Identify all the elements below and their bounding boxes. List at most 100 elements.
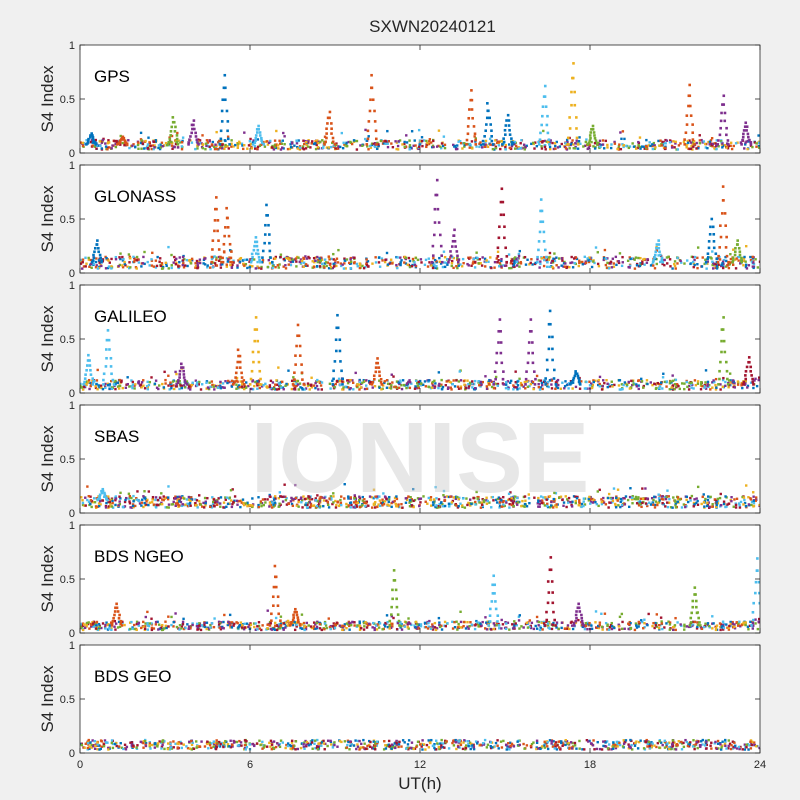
spike-point (226, 137, 230, 141)
data-points (80, 178, 760, 270)
data-point (474, 387, 477, 390)
spike-point (722, 316, 725, 319)
data-point (468, 498, 472, 501)
data-point (130, 379, 133, 382)
data-point (678, 498, 682, 501)
data-point (167, 267, 170, 270)
data-point (317, 141, 320, 145)
data-point (443, 504, 447, 508)
data-point (600, 388, 604, 391)
spike-point (548, 335, 551, 339)
data-point (361, 144, 364, 147)
spike-point (101, 487, 105, 491)
data-point (200, 383, 204, 386)
data-point (654, 621, 657, 625)
data-point (109, 498, 112, 502)
data-point (753, 141, 757, 144)
spike-point (268, 249, 272, 253)
data-point (127, 497, 130, 500)
data-point (246, 501, 249, 504)
data-point (116, 385, 120, 388)
data-point (405, 386, 408, 390)
data-point (751, 620, 754, 623)
data-point (186, 502, 189, 505)
data-point (740, 382, 743, 386)
data-point (80, 384, 82, 388)
data-point (744, 263, 748, 267)
data-point (92, 262, 95, 266)
data-point (571, 387, 574, 390)
data-point (409, 496, 412, 499)
data-point (272, 148, 276, 151)
data-point (685, 498, 688, 502)
data-point (421, 383, 425, 386)
data-point (134, 145, 137, 149)
data-point (489, 256, 492, 259)
data-point (238, 260, 242, 263)
spike-point (595, 143, 599, 146)
spike-point (470, 98, 474, 102)
data-point (232, 261, 235, 264)
data-point (95, 383, 98, 386)
data-point (386, 263, 390, 266)
spike-point (454, 245, 457, 248)
spike-point (749, 143, 753, 146)
data-point (279, 385, 282, 388)
data-point (160, 501, 163, 505)
data-point (570, 255, 573, 259)
spike-point (471, 116, 474, 120)
data-point (153, 382, 157, 385)
data-point (692, 262, 696, 265)
data-point (546, 502, 549, 506)
data-point (170, 615, 173, 619)
spike-point (91, 377, 95, 380)
data-point (542, 379, 546, 382)
data-point (375, 147, 379, 151)
data-point (349, 262, 353, 265)
data-point (711, 386, 714, 389)
data-point (358, 628, 362, 632)
data-point (101, 499, 105, 502)
data-point (741, 386, 744, 390)
data-point (94, 260, 98, 264)
data-point (365, 379, 368, 382)
data-point (685, 380, 689, 384)
data-point (707, 256, 710, 259)
data-point (215, 264, 219, 267)
data-point (619, 505, 622, 509)
data-point (340, 503, 343, 507)
data-point (94, 138, 97, 142)
data-point (583, 255, 586, 259)
data-point (471, 380, 474, 383)
data-point (308, 256, 311, 260)
data-point (700, 138, 703, 142)
spike-point (218, 143, 222, 146)
data-point (513, 147, 517, 150)
data-point (631, 383, 634, 387)
spike-point (102, 372, 106, 376)
data-point (453, 145, 456, 148)
data-point (263, 145, 267, 148)
data-point (150, 264, 154, 267)
data-point (433, 379, 436, 382)
data-point (690, 494, 694, 498)
data-point (410, 264, 414, 268)
spike-point (529, 318, 533, 321)
data-point (732, 505, 735, 508)
data-point (445, 261, 448, 265)
data-point (347, 505, 350, 508)
data-point (408, 499, 412, 502)
data-point (108, 261, 111, 264)
data-point (315, 627, 319, 630)
data-point (84, 256, 87, 259)
data-point (475, 619, 478, 623)
data-point (303, 497, 307, 501)
spike-point (465, 138, 469, 142)
data-point (711, 142, 715, 146)
spike-point (737, 246, 741, 250)
spike-point (725, 235, 728, 239)
spike-point (229, 256, 233, 260)
spike-point (260, 139, 263, 143)
data-point (430, 264, 433, 267)
data-point (562, 501, 566, 504)
